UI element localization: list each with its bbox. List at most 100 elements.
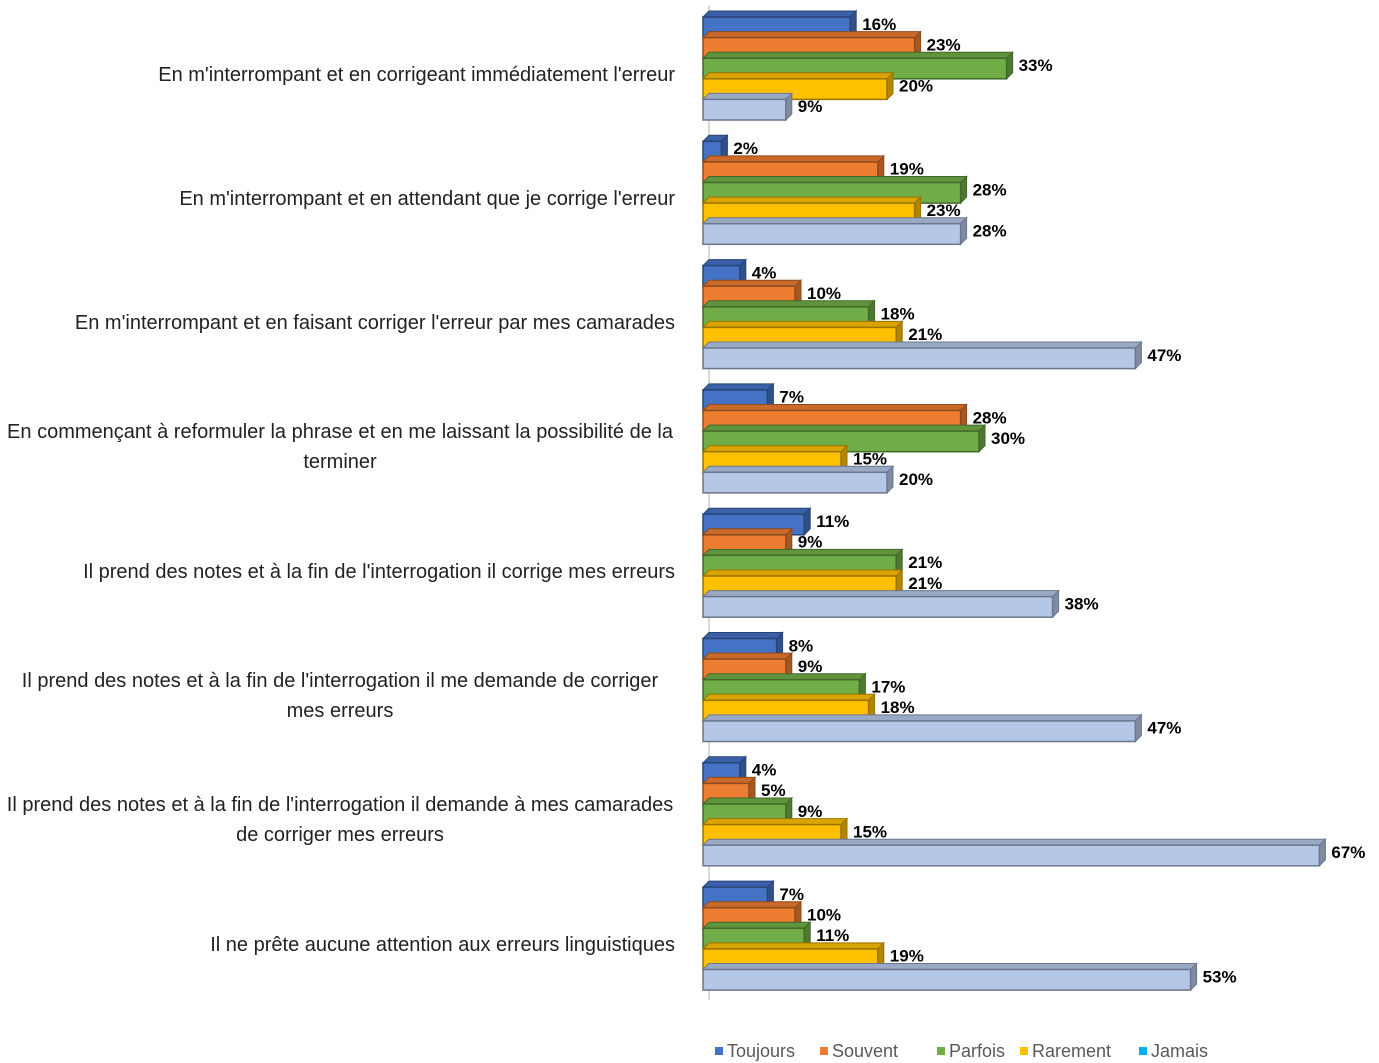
bar: [702, 595, 1054, 618]
legend-marker: [1139, 1047, 1147, 1055]
value-label: 67%: [1331, 843, 1365, 862]
value-label: 4%: [752, 263, 777, 282]
bar-top: [701, 196, 922, 204]
category-label: En commençant à reformuler la phrase et …: [7, 421, 673, 474]
bar-top: [701, 880, 775, 888]
legend-label: Rarement: [1032, 1041, 1111, 1061]
value-label: 15%: [853, 822, 887, 841]
bar: [702, 968, 1192, 991]
bar-top: [701, 92, 794, 100]
legend-marker: [1020, 1047, 1028, 1055]
value-label: 18%: [881, 305, 915, 324]
bar-top: [701, 383, 775, 391]
category-label: Il ne prête aucune attention aux erreurs…: [210, 933, 675, 956]
bar-top: [701, 942, 886, 950]
bar-top: [701, 341, 1143, 349]
value-label: 10%: [807, 905, 841, 924]
bar-top: [701, 259, 748, 267]
bar-top: [701, 921, 812, 929]
value-label: 18%: [881, 698, 915, 717]
value-label: 47%: [1147, 719, 1181, 738]
category-label: En m'interrompant et en faisant corriger…: [74, 312, 675, 335]
value-label: 19%: [890, 160, 924, 179]
category-label: En m'interrompant et en corrigeant imméd…: [158, 63, 675, 86]
bar: [702, 222, 962, 246]
value-label: 11%: [816, 512, 849, 531]
value-label: 5%: [761, 781, 786, 800]
category-label: Il prend des notes et à la fin de l'inte…: [21, 670, 659, 722]
value-label: 23%: [927, 35, 961, 54]
category-label: Il prend des notes et à la fin de l'inte…: [83, 560, 675, 583]
legend-label: Toujours: [727, 1041, 795, 1061]
value-label: 23%: [927, 201, 961, 220]
legend-marker: [820, 1047, 828, 1055]
bar-top: [701, 176, 968, 183]
value-label: 7%: [779, 885, 804, 904]
bar-top: [701, 590, 1060, 598]
value-label: 33%: [1019, 56, 1053, 75]
bar-top: [701, 507, 812, 515]
bar-top: [701, 838, 1327, 846]
value-label: 11%: [816, 926, 849, 945]
bar-top: [701, 652, 794, 660]
value-label: 28%: [973, 180, 1007, 199]
bar-top: [701, 714, 1143, 722]
value-label: 9%: [798, 802, 823, 821]
bar-top: [701, 300, 876, 308]
value-label: 19%: [890, 947, 924, 966]
bar-top: [701, 31, 922, 39]
value-label: 8%: [789, 636, 814, 655]
value-label: 21%: [908, 325, 942, 344]
bar-top: [701, 673, 867, 681]
bar-top: [701, 569, 904, 577]
value-label: 28%: [973, 408, 1007, 427]
value-label: 9%: [798, 97, 823, 116]
bar-top: [701, 445, 849, 453]
bar: [702, 471, 888, 494]
legend-marker: [937, 1047, 945, 1055]
value-label: 20%: [899, 77, 933, 96]
bar-top: [701, 756, 748, 764]
bar-top: [701, 279, 803, 287]
value-label: 10%: [807, 284, 841, 303]
value-label: 17%: [871, 677, 905, 696]
bar-top: [701, 548, 904, 556]
bar-top: [701, 51, 1014, 59]
value-label: 47%: [1147, 346, 1181, 365]
category-label: Il prend des notes et à la fin de l'inte…: [6, 794, 674, 847]
bar-top: [701, 10, 858, 18]
bar-top: [701, 818, 849, 826]
bar-top: [701, 693, 876, 701]
value-label: 7%: [779, 388, 804, 407]
bar-top: [701, 901, 803, 909]
bar-top: [701, 465, 895, 473]
value-label: 15%: [853, 449, 887, 468]
legend-marker: [715, 1047, 723, 1055]
bar-top: [701, 217, 968, 225]
legend-label: Jamais: [1151, 1041, 1208, 1061]
bar-top: [701, 424, 987, 432]
bar-top: [701, 404, 968, 411]
value-label: 28%: [973, 221, 1007, 240]
value-label: 21%: [908, 574, 942, 593]
legend-label: Souvent: [832, 1041, 898, 1061]
value-label: 53%: [1203, 967, 1237, 986]
bar-top: [701, 963, 1198, 970]
bar: [702, 720, 1137, 743]
bar-top: [701, 155, 886, 163]
bar-top: [701, 528, 794, 536]
value-label: 30%: [991, 429, 1025, 448]
value-label: 9%: [798, 657, 823, 676]
bar-top: [701, 797, 794, 805]
bar-top: [701, 320, 904, 328]
value-label: 21%: [908, 553, 942, 572]
value-label: 20%: [899, 470, 933, 489]
value-label: 4%: [752, 761, 777, 780]
bar-top: [701, 72, 895, 80]
bar: [702, 347, 1137, 370]
value-label: 38%: [1065, 594, 1099, 613]
category-label: En m'interrompant et en attendant que je…: [179, 187, 675, 210]
value-label: 2%: [733, 139, 758, 158]
